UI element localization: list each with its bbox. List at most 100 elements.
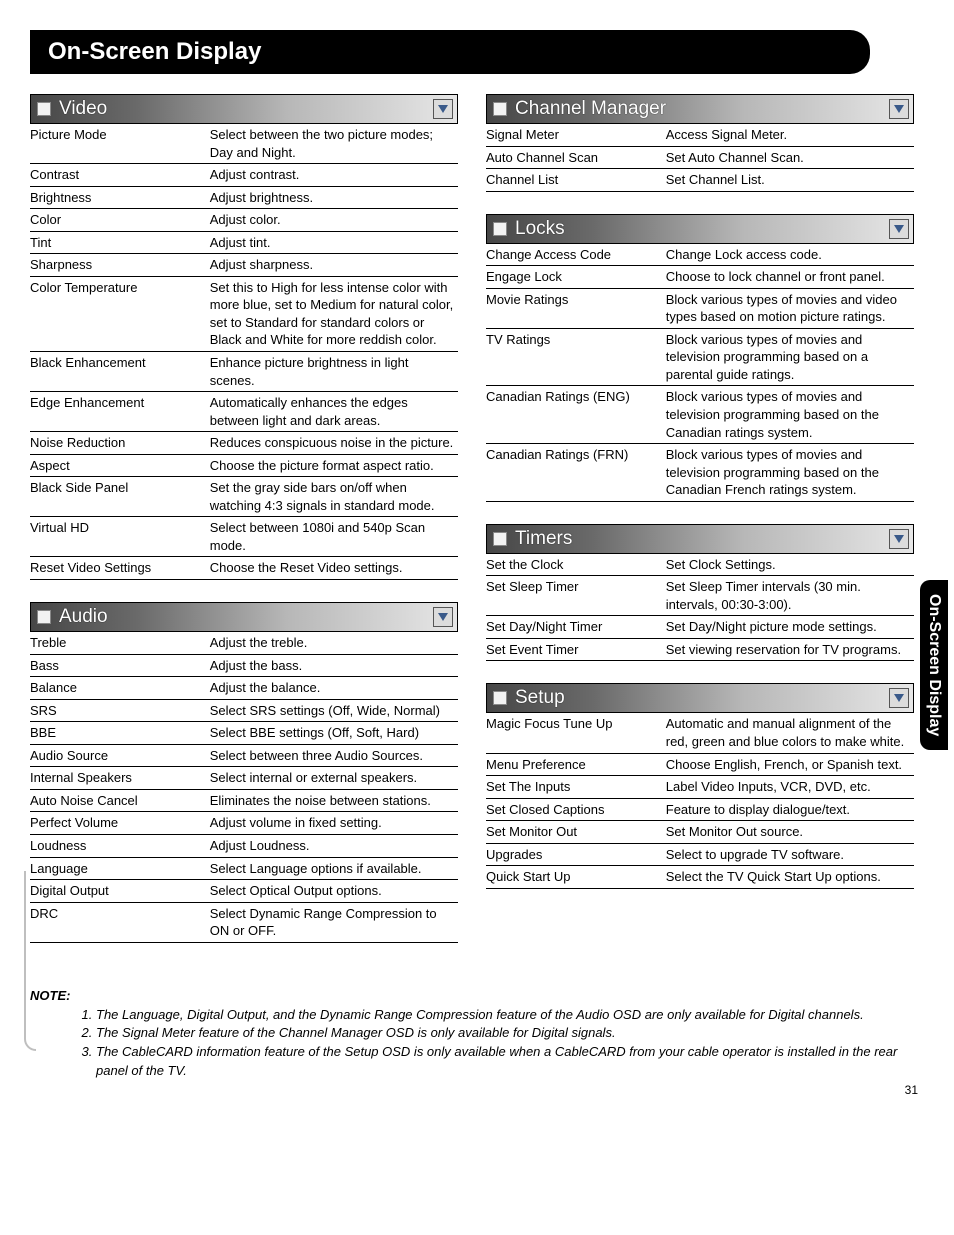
setting-label: Noise Reduction bbox=[30, 432, 210, 455]
table-row: Canadian Ratings (FRN)Block various type… bbox=[486, 444, 914, 502]
table-row: Picture ModeSelect between the two pictu… bbox=[30, 124, 458, 164]
locks-section: LocksChange Access CodeChange Lock acces… bbox=[486, 214, 914, 502]
table-row: Magic Focus Tune UpAutomatic and manual … bbox=[486, 713, 914, 753]
setting-label: Internal Speakers bbox=[30, 767, 210, 790]
setting-description: Automatically enhances the edges between… bbox=[210, 392, 458, 432]
side-tab: On-Screen Display bbox=[920, 580, 948, 750]
setting-label: Aspect bbox=[30, 454, 210, 477]
setting-label: Canadian Ratings (ENG) bbox=[486, 386, 666, 444]
section-title: Timers bbox=[515, 528, 572, 550]
table-row: AspectChoose the picture format aspect r… bbox=[30, 454, 458, 477]
left-column: Video Picture ModeSelect between the two … bbox=[30, 94, 458, 965]
setting-description: Automatic and manual alignment of the re… bbox=[666, 713, 914, 753]
setting-label: Canadian Ratings (FRN) bbox=[486, 444, 666, 502]
table-row: ColorAdjust color. bbox=[30, 209, 458, 232]
setting-description: Enhance picture brightness in light scen… bbox=[210, 352, 458, 392]
header-square-icon bbox=[493, 222, 507, 236]
dropdown-icon[interactable] bbox=[433, 607, 453, 627]
setting-label: Contrast bbox=[30, 164, 210, 187]
header-square-icon bbox=[37, 610, 51, 624]
table-row: Auto Channel ScanSet Auto Channel Scan. bbox=[486, 146, 914, 169]
setting-description: Adjust contrast. bbox=[210, 164, 458, 187]
table-row: Virtual HDSelect between 1080i and 540p … bbox=[30, 517, 458, 557]
setting-description: Set the gray side bars on/off when watch… bbox=[210, 477, 458, 517]
video-header: Video bbox=[30, 94, 458, 124]
setting-description: Select internal or external speakers. bbox=[210, 767, 458, 790]
setting-label: Language bbox=[30, 857, 210, 880]
setting-description: Select between 1080i and 540p Scan mode. bbox=[210, 517, 458, 557]
dropdown-icon[interactable] bbox=[889, 529, 909, 549]
section-title: Video bbox=[59, 98, 107, 120]
setting-label: Color bbox=[30, 209, 210, 232]
table-row: Set the ClockSet Clock Settings. bbox=[486, 554, 914, 576]
setting-label: Set Sleep Timer bbox=[486, 576, 666, 616]
page-title: On-Screen Display bbox=[48, 38, 261, 65]
table-row: Auto Noise CancelEliminates the noise be… bbox=[30, 789, 458, 812]
locks-header: Locks bbox=[486, 214, 914, 244]
setting-description: Set Auto Channel Scan. bbox=[666, 146, 914, 169]
table-row: TrebleAdjust the treble. bbox=[30, 632, 458, 654]
setting-description: Adjust the bass. bbox=[210, 654, 458, 677]
setting-description: Block various types of movies and televi… bbox=[666, 386, 914, 444]
setting-label: Bass bbox=[30, 654, 210, 677]
table-row: Digital OutputSelect Optical Output opti… bbox=[30, 880, 458, 903]
setting-label: Change Access Code bbox=[486, 244, 666, 266]
setting-description: Adjust sharpness. bbox=[210, 254, 458, 277]
dropdown-icon[interactable] bbox=[889, 99, 909, 119]
setup-table: Magic Focus Tune UpAutomatic and manual … bbox=[486, 713, 914, 888]
table-row: BrightnessAdjust brightness. bbox=[30, 186, 458, 209]
note-item: The Language, Digital Output, and the Dy… bbox=[96, 1006, 914, 1025]
header-square-icon bbox=[493, 691, 507, 705]
setting-label: Treble bbox=[30, 632, 210, 654]
setting-description: Block various types of movies and video … bbox=[666, 288, 914, 328]
setting-description: Eliminates the noise between stations. bbox=[210, 789, 458, 812]
setting-label: Brightness bbox=[30, 186, 210, 209]
setting-label: Perfect Volume bbox=[30, 812, 210, 835]
setting-label: Auto Noise Cancel bbox=[30, 789, 210, 812]
table-row: DRCSelect Dynamic Range Compression to O… bbox=[30, 902, 458, 942]
setting-description: Feature to display dialogue/text. bbox=[666, 798, 914, 821]
setting-label: BBE bbox=[30, 722, 210, 745]
side-tab-label: On-Screen Display bbox=[926, 594, 943, 736]
page-number: 31 bbox=[905, 1083, 918, 1097]
setting-description: Adjust tint. bbox=[210, 231, 458, 254]
dropdown-icon[interactable] bbox=[433, 99, 453, 119]
table-row: Signal MeterAccess Signal Meter. bbox=[486, 124, 914, 146]
setting-label: Digital Output bbox=[30, 880, 210, 903]
locks-table: Change Access CodeChange Lock access cod… bbox=[486, 244, 914, 502]
table-row: Noise ReductionReduces conspicuous noise… bbox=[30, 432, 458, 455]
right-column: Channel ManagerSignal MeterAccess Signal… bbox=[486, 94, 914, 965]
setting-description: Select BBE settings (Off, Soft, Hard) bbox=[210, 722, 458, 745]
note-item: The Signal Meter feature of the Channel … bbox=[96, 1024, 914, 1043]
setting-label: Auto Channel Scan bbox=[486, 146, 666, 169]
setting-description: Choose the picture format aspect ratio. bbox=[210, 454, 458, 477]
table-row: BassAdjust the bass. bbox=[30, 654, 458, 677]
setting-description: Change Lock access code. bbox=[666, 244, 914, 266]
table-row: Set The InputsLabel Video Inputs, VCR, D… bbox=[486, 776, 914, 799]
setting-label: Set Monitor Out bbox=[486, 821, 666, 844]
setting-label: Reset Video Settings bbox=[30, 557, 210, 580]
setting-description: Set viewing reservation for TV programs. bbox=[666, 638, 914, 661]
setting-label: Virtual HD bbox=[30, 517, 210, 557]
setup-header: Setup bbox=[486, 683, 914, 713]
dropdown-icon[interactable] bbox=[889, 219, 909, 239]
table-row: Canadian Ratings (ENG)Block various type… bbox=[486, 386, 914, 444]
section-title: Setup bbox=[515, 687, 565, 709]
setting-description: Select Optical Output options. bbox=[210, 880, 458, 903]
setting-label: Balance bbox=[30, 677, 210, 700]
setting-description: Access Signal Meter. bbox=[666, 124, 914, 146]
setting-description: Block various types of movies and televi… bbox=[666, 444, 914, 502]
setting-description: Select between the two picture modes; Da… bbox=[210, 124, 458, 164]
dropdown-icon[interactable] bbox=[889, 688, 909, 708]
video-table: Picture ModeSelect between the two pictu… bbox=[30, 124, 458, 580]
setting-label: Set The Inputs bbox=[486, 776, 666, 799]
setting-description: Set Channel List. bbox=[666, 169, 914, 192]
table-row: Set Closed CaptionsFeature to display di… bbox=[486, 798, 914, 821]
setting-description: Select Language options if available. bbox=[210, 857, 458, 880]
table-row: Color TemperatureSet this to High for le… bbox=[30, 276, 458, 351]
setting-label: Channel List bbox=[486, 169, 666, 192]
section-title: Audio bbox=[59, 606, 108, 628]
audio-table: TrebleAdjust the treble.BassAdjust the b… bbox=[30, 632, 458, 943]
setting-label: Movie Ratings bbox=[486, 288, 666, 328]
setting-label: Set Day/Night Timer bbox=[486, 616, 666, 639]
